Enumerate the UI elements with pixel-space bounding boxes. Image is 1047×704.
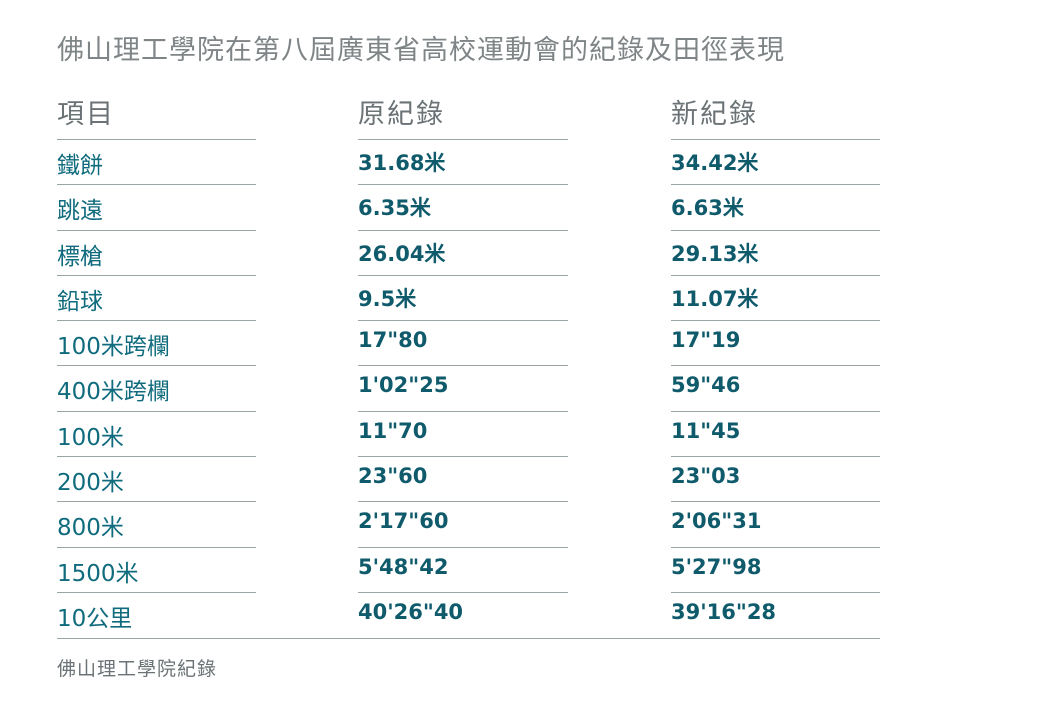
old-record-value: 1'02"25 bbox=[358, 373, 449, 398]
old-record-value: 26.04米 bbox=[358, 241, 446, 266]
table-body: 鐵餅 31.68米 34.42米跳遠 6.35米 6.63米標槍 26.04米 29.13米… bbox=[57, 140, 880, 638]
table-row: 100米 11"70 11"45 bbox=[57, 412, 880, 458]
row-rule bbox=[57, 501, 256, 503]
new-record-value: 17"19 bbox=[671, 328, 741, 353]
row-rule bbox=[671, 184, 880, 186]
header-rule bbox=[671, 139, 880, 140]
header-old-record: 原紀錄 bbox=[358, 99, 445, 130]
header-rule bbox=[358, 139, 568, 140]
row-rule bbox=[57, 184, 256, 186]
row-rule bbox=[358, 410, 568, 412]
new-record-value: 5'27"98 bbox=[671, 554, 762, 579]
row-rule bbox=[671, 320, 880, 322]
row-rule bbox=[57, 546, 256, 548]
row-rule bbox=[358, 274, 568, 276]
event-name: 10公里 bbox=[57, 605, 133, 632]
new-record-value: 11.07米 bbox=[671, 286, 759, 311]
table-row: 10公里 40'26"40 39'16"28 bbox=[57, 593, 880, 638]
old-record-value: 6.35米 bbox=[358, 196, 431, 221]
event-name: 100米 bbox=[57, 424, 124, 451]
event-name: 100米跨欄 bbox=[57, 334, 170, 361]
row-rule bbox=[671, 501, 880, 503]
row-rule bbox=[358, 320, 568, 322]
old-record-value: 2'17"60 bbox=[358, 509, 449, 534]
row-rule bbox=[671, 274, 880, 276]
row-rule bbox=[358, 591, 568, 593]
event-name: 400米跨欄 bbox=[57, 379, 170, 406]
table-row: 跳遠 6.35米 6.63米 bbox=[57, 185, 880, 231]
row-rule bbox=[57, 456, 256, 458]
new-record-value: 11"45 bbox=[671, 418, 741, 443]
old-record-value: 31.68米 bbox=[358, 151, 446, 175]
old-record-value: 11"70 bbox=[358, 418, 428, 443]
new-record-value: 59"46 bbox=[671, 373, 741, 398]
row-rule bbox=[358, 229, 568, 231]
row-rule bbox=[57, 320, 256, 322]
row-rule bbox=[671, 229, 880, 231]
table-row: 800米 2'17"60 2'06"31 bbox=[57, 502, 880, 548]
row-rule bbox=[671, 456, 880, 458]
page-title: 佛山理工學院在第八屆廣東省高校運動會的紀錄及田徑表現 bbox=[57, 35, 785, 66]
table-header: 項目 原紀錄 新紀錄 bbox=[57, 88, 880, 140]
records-table: 項目 原紀錄 新紀錄 鐵餅 31.68米 34.42米跳遠 6.35米 6.63米標槍 2… bbox=[57, 88, 880, 638]
table-row: 1500米 5'48"42 5'27"98 bbox=[57, 548, 880, 593]
row-rule bbox=[358, 546, 568, 548]
row-rule bbox=[671, 365, 880, 367]
old-record-value: 23"60 bbox=[358, 464, 428, 489]
new-record-value: 6.63米 bbox=[671, 196, 744, 221]
row-rule bbox=[57, 274, 256, 276]
table-row: 鐵餅 31.68米 34.42米 bbox=[57, 140, 880, 186]
new-record-value: 39'16"28 bbox=[671, 599, 777, 624]
new-record-value: 34.42米 bbox=[671, 151, 759, 175]
new-record-value: 23"03 bbox=[671, 464, 741, 489]
header-event: 項目 bbox=[57, 99, 115, 130]
event-name: 標槍 bbox=[57, 243, 103, 270]
event-name: 鉛球 bbox=[57, 288, 103, 315]
row-rule bbox=[671, 591, 880, 593]
old-record-value: 40'26"40 bbox=[358, 599, 464, 624]
event-name: 200米 bbox=[57, 470, 124, 497]
row-rule bbox=[671, 546, 880, 548]
old-record-value: 5'48"42 bbox=[358, 554, 449, 579]
new-record-value: 2'06"31 bbox=[671, 509, 762, 534]
table-row: 100米跨欄 17"80 17"19 bbox=[57, 321, 880, 367]
old-record-value: 9.5米 bbox=[358, 286, 417, 311]
table-row: 400米跨欄 1'02"25 59"46 bbox=[57, 366, 880, 412]
table-row: 200米 23"60 23"03 bbox=[57, 457, 880, 503]
row-rule bbox=[358, 456, 568, 458]
old-record-value: 17"80 bbox=[358, 328, 428, 353]
row-rule bbox=[57, 410, 256, 412]
row-rule bbox=[358, 365, 568, 367]
row-rule bbox=[671, 410, 880, 412]
new-record-value: 29.13米 bbox=[671, 241, 759, 266]
event-name: 1500米 bbox=[57, 560, 139, 587]
row-rule bbox=[57, 365, 256, 367]
source-note: 佛山理工學院紀錄 bbox=[57, 658, 218, 680]
event-name: 800米 bbox=[57, 515, 124, 542]
table-row: 鉛球 9.5米 11.07米 bbox=[57, 276, 880, 322]
row-rule bbox=[57, 591, 256, 593]
row-rule bbox=[358, 184, 568, 186]
header-rule bbox=[57, 139, 256, 140]
event-name: 跳遠 bbox=[57, 198, 103, 225]
row-rule bbox=[57, 229, 256, 231]
row-rule bbox=[358, 501, 568, 503]
footer-rule bbox=[57, 638, 880, 639]
header-new-record: 新紀錄 bbox=[671, 99, 758, 130]
table-row: 標槍 26.04米 29.13米 bbox=[57, 231, 880, 276]
event-name: 鐵餅 bbox=[57, 153, 103, 179]
